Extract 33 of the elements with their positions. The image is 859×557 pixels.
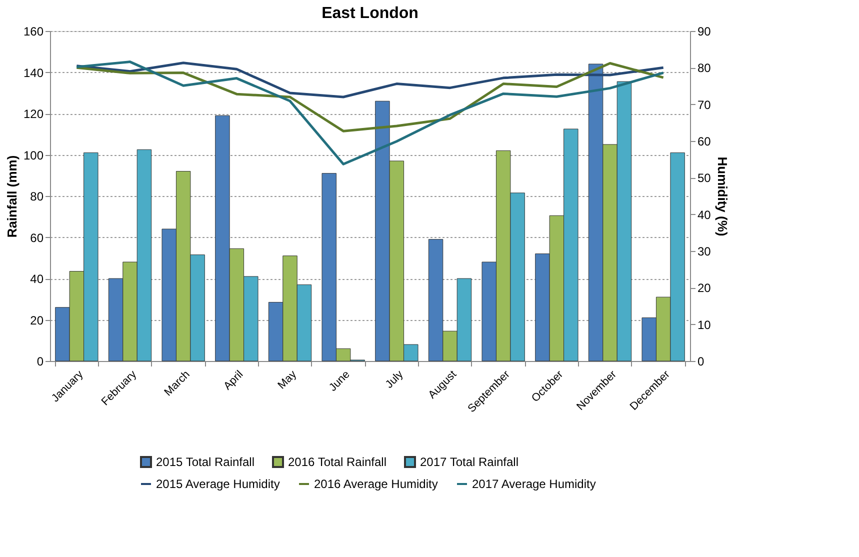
- legend-label: 2017 Average Humidity: [472, 477, 596, 491]
- y2-tick-label: 50: [698, 171, 712, 186]
- y2-tick-label: 60: [698, 134, 712, 148]
- y2-tick-label: 80: [698, 61, 712, 76]
- y2-tick-label: 0: [698, 354, 704, 368]
- y2-axis-title: Humidity (%): [714, 156, 730, 236]
- y-tick-label: 40: [30, 272, 44, 286]
- legend-label: 2016 Total Rainfall: [288, 455, 387, 469]
- y-tick-label: 140: [23, 66, 44, 80]
- y-tick-label: 120: [23, 107, 44, 121]
- y-tick-label: 80: [30, 190, 44, 204]
- x-tick-label: May: [276, 368, 300, 392]
- y2-tick-label: 90: [698, 24, 712, 38]
- y2-tick-label: 70: [698, 98, 712, 112]
- x-tick-label: July: [383, 368, 406, 391]
- y2-tick-label: 30: [698, 244, 712, 258]
- y2-tick-label: 40: [698, 208, 712, 222]
- chart-title: East London: [322, 5, 418, 22]
- line-series: [75, 60, 665, 166]
- line-series: [75, 62, 665, 132]
- legend-label: 2015 Average Humidity: [156, 477, 280, 491]
- y-tick-label: 60: [30, 230, 44, 245]
- legend-label: 2017 Total Rainfall: [420, 455, 519, 469]
- y2-tick-label: 20: [698, 281, 712, 296]
- legend-label: 2016 Average Humidity: [314, 477, 438, 491]
- y-tick-label: 100: [23, 148, 44, 162]
- legend-label: 2015 Total Rainfall: [156, 455, 255, 469]
- y-tick-label: 20: [30, 313, 44, 328]
- y-tick-label: 160: [23, 24, 44, 38]
- y-axis-title: Rainfall (mm): [4, 155, 20, 238]
- y2-tick-label: 10: [698, 318, 712, 332]
- line-series: [75, 62, 665, 98]
- y-tick-label: 0: [36, 354, 44, 368]
